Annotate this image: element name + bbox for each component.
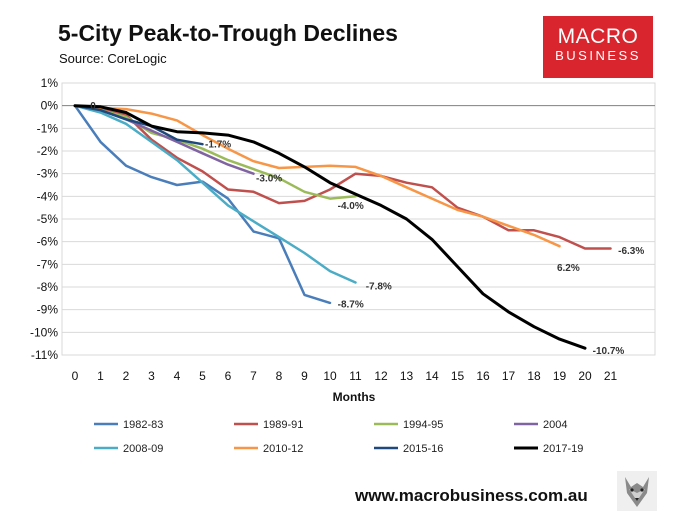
y-tick-label: -2% [37,144,59,158]
series-line-2008-09 [73,104,357,284]
data-label: -10.7% [593,346,625,357]
series-line-1994-95 [73,104,357,200]
x-tick-label: 16 [476,369,490,383]
y-tick-label: -7% [37,257,59,271]
series-line-2015-16 [73,104,204,146]
x-tick-label: 20 [578,369,592,383]
footer-website-url: www.macrobusiness.com.au [355,486,588,505]
y-tick-label: -4% [37,189,59,203]
series-line-2010-12 [73,104,561,248]
legend-label: 2008-09 [123,443,163,455]
x-tick-label: 4 [174,369,181,383]
x-tick-label: 10 [323,369,337,383]
legend-label: 1982-83 [123,419,163,431]
x-axis-title: Months [333,390,376,404]
plot-area-border [61,82,656,356]
x-tick-label: 14 [425,369,439,383]
logo-line-1: MACRO [557,25,639,48]
y-tick-label: -10% [30,325,58,339]
legend-label: 2015-16 [403,443,443,455]
x-tick-label: 8 [276,369,283,383]
x-tick-label: 13 [400,369,414,383]
series-line-2017-19 [73,104,587,350]
y-tick-label: -6% [37,235,59,249]
line-chart: 1% 0% -1% -2% -3% -4% -5% -6% -7% -8% -9% -10% -11% 0… [30,76,656,455]
y-tick-label: 1% [41,76,59,90]
wolf-mascot-icon [617,471,657,511]
macrobusiness-logo: MACRO BUSINESS [543,16,653,78]
y-tick-label: -3% [37,167,59,181]
x-tick-label: 21 [604,369,618,383]
x-tick-label: 18 [527,369,541,383]
x-tick-label: 1 [97,369,104,383]
x-tick-label: 5 [199,369,206,383]
x-tick-label: 17 [502,369,516,383]
data-label: -8.7% [338,300,364,311]
y-tick-label: -8% [37,280,59,294]
legend-label: 1989-91 [263,419,303,431]
y-tick-label: 0% [41,99,59,113]
x-tick-label: 2 [123,369,130,383]
x-tick-label: 19 [553,369,567,383]
x-tick-label: 15 [451,369,465,383]
x-tick-label: 7 [250,369,257,383]
y-tick-label: -1% [37,121,59,135]
chart-subtitle: Source: CoreLogic [59,51,167,66]
x-tick-label: 3 [148,369,155,383]
y-tick-label: -9% [37,303,59,317]
legend-label: 2004 [543,419,567,431]
legend-label: 1994-95 [403,419,443,431]
logo-line-2: BUSINESS [555,48,641,63]
legend-label: 2010-12 [263,443,303,455]
data-label: -1.7% [205,140,231,151]
x-tick-label: 11 [349,369,362,383]
chart-title: 5-City Peak-to-Trough Declines [58,20,398,46]
x-tick-label: 9 [301,369,308,383]
legend-label: 2017-19 [543,443,583,455]
x-tick-label: 6 [225,369,232,383]
x-tick-label: 12 [374,369,388,383]
data-label: -4.0% [338,201,364,212]
y-tick-label: -11% [31,348,58,362]
data-label: -3.0% [256,174,282,185]
y-tick-label: -5% [37,212,59,226]
data-label: 0 [90,101,96,112]
data-label: -7.8% [366,281,392,292]
data-label: 6.2% [557,263,580,274]
data-label: -6.3% [618,246,644,257]
x-tick-label: 0 [72,369,79,383]
